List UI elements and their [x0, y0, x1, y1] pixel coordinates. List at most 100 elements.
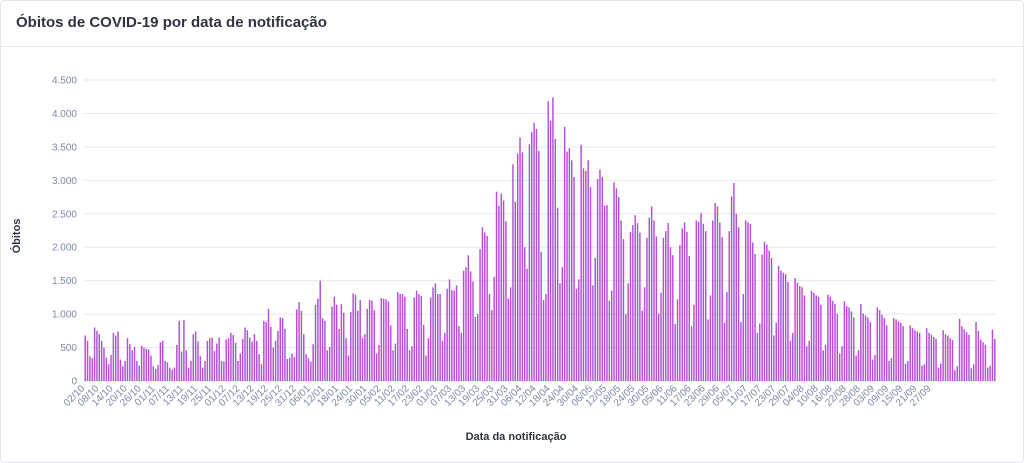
bar[interactable] — [528, 144, 531, 381]
bar[interactable] — [519, 137, 521, 381]
bar[interactable] — [420, 296, 423, 381]
bar[interactable] — [618, 197, 620, 381]
bar[interactable] — [756, 332, 759, 381]
bar[interactable] — [124, 360, 126, 381]
bar[interactable] — [559, 283, 561, 381]
bar[interactable] — [335, 304, 338, 381]
bar[interactable] — [361, 338, 364, 381]
bar[interactable] — [885, 325, 888, 381]
bar[interactable] — [735, 213, 737, 381]
bar[interactable] — [829, 296, 832, 381]
bar[interactable] — [540, 251, 542, 381]
bar[interactable] — [780, 270, 782, 381]
bar[interactable] — [657, 313, 660, 381]
bar[interactable] — [533, 122, 535, 381]
bar[interactable] — [422, 324, 425, 381]
bar[interactable] — [197, 341, 199, 381]
bar[interactable] — [813, 292, 815, 381]
bar[interactable] — [850, 311, 853, 381]
bar[interactable] — [587, 160, 589, 381]
bar[interactable] — [646, 237, 648, 381]
bar[interactable] — [209, 338, 211, 381]
bar[interactable] — [770, 257, 773, 381]
bar[interactable] — [867, 317, 869, 381]
bar[interactable] — [571, 160, 573, 381]
bar[interactable] — [775, 322, 777, 381]
bar[interactable] — [928, 332, 930, 381]
bar[interactable] — [465, 267, 467, 381]
bar[interactable] — [253, 334, 256, 381]
bar[interactable] — [495, 191, 498, 381]
bar[interactable] — [744, 220, 747, 381]
bar[interactable] — [288, 357, 291, 381]
bar[interactable] — [143, 347, 145, 381]
bar[interactable] — [935, 338, 937, 381]
bar[interactable] — [359, 300, 361, 381]
bar[interactable] — [399, 294, 401, 381]
bar[interactable] — [488, 294, 491, 381]
bar[interactable] — [340, 304, 343, 381]
bar[interactable] — [987, 367, 989, 381]
bar[interactable] — [126, 338, 129, 381]
bar[interactable] — [641, 310, 643, 381]
bar[interactable] — [810, 290, 813, 381]
bar[interactable] — [848, 307, 850, 381]
bar[interactable] — [954, 370, 956, 381]
bar[interactable] — [545, 294, 547, 381]
bar[interactable] — [467, 255, 470, 381]
bar[interactable] — [300, 310, 303, 381]
bar[interactable] — [96, 330, 98, 381]
bar[interactable] — [279, 317, 281, 381]
bar[interactable] — [521, 152, 524, 381]
bar[interactable] — [761, 254, 763, 381]
bar[interactable] — [874, 354, 876, 381]
bar[interactable] — [237, 360, 239, 381]
bar[interactable] — [740, 322, 742, 381]
bar[interactable] — [265, 322, 267, 381]
bar[interactable] — [441, 340, 444, 381]
bar[interactable] — [509, 287, 512, 381]
bar[interactable] — [446, 288, 448, 381]
bar[interactable] — [629, 231, 632, 381]
bar[interactable] — [293, 356, 296, 381]
bar[interactable] — [469, 271, 472, 381]
bar[interactable] — [627, 283, 629, 381]
bar[interactable] — [615, 188, 618, 381]
bar[interactable] — [502, 200, 505, 381]
bar[interactable] — [789, 340, 792, 381]
bar[interactable] — [599, 169, 601, 381]
bar[interactable] — [140, 345, 143, 381]
bar[interactable] — [157, 364, 159, 381]
bar[interactable] — [500, 193, 502, 381]
bar[interactable] — [159, 342, 162, 381]
bar[interactable] — [507, 298, 509, 381]
bar[interactable] — [227, 338, 230, 381]
bar[interactable] — [328, 346, 331, 381]
bar[interactable] — [122, 366, 124, 381]
bar[interactable] — [831, 300, 834, 381]
bar[interactable] — [333, 296, 336, 381]
bar[interactable] — [921, 365, 923, 381]
bar[interactable] — [394, 343, 397, 381]
bar[interactable] — [408, 350, 411, 381]
bar[interactable] — [683, 222, 686, 381]
bar[interactable] — [918, 332, 921, 381]
bar[interactable] — [951, 340, 954, 381]
bar[interactable] — [429, 297, 432, 381]
bar[interactable] — [86, 340, 89, 381]
bar[interactable] — [596, 179, 599, 381]
bar[interactable] — [171, 369, 173, 381]
bar[interactable] — [655, 236, 658, 381]
bar[interactable] — [601, 176, 604, 381]
bar[interactable] — [653, 220, 655, 381]
bar[interactable] — [610, 290, 613, 381]
bar[interactable] — [940, 363, 942, 381]
bar[interactable] — [893, 318, 895, 381]
bar[interactable] — [366, 308, 368, 381]
bar[interactable] — [91, 358, 93, 381]
bar[interactable] — [357, 310, 359, 381]
bar[interactable] — [667, 223, 669, 381]
bar[interactable] — [672, 255, 674, 381]
bar[interactable] — [185, 350, 187, 381]
bar[interactable] — [267, 308, 270, 381]
